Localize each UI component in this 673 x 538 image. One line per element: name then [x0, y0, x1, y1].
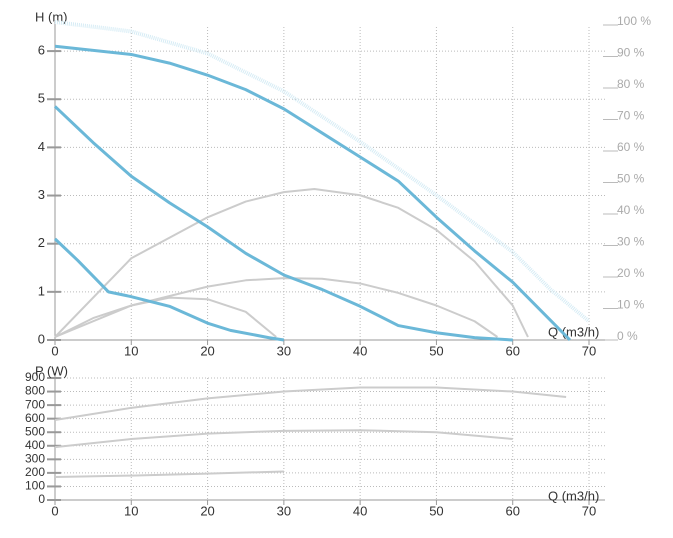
- x-tick-label: 0: [51, 343, 58, 358]
- y-tick-label: 2: [38, 235, 45, 250]
- y2-tick-label: 80 %: [617, 77, 645, 91]
- y-tick-label: 3: [38, 187, 45, 202]
- y2-tick-label: 60 %: [617, 140, 645, 154]
- y2-tick-label: 40 %: [617, 203, 645, 217]
- curve: [54, 429, 513, 449]
- x-tick-label: 10: [124, 503, 138, 518]
- y-tick-label: 400: [25, 438, 45, 452]
- y2-tick-label: 50 %: [617, 172, 645, 186]
- curve: [54, 187, 529, 338]
- curve: [54, 470, 284, 478]
- y-tick-label: 0: [38, 492, 45, 506]
- x-tick-label: 10: [124, 343, 138, 358]
- y-tick-label: 6: [38, 43, 45, 58]
- curve: [54, 296, 277, 338]
- curve: [54, 20, 591, 323]
- y-tick-label: 700: [25, 397, 45, 411]
- x-tick-label: 70: [582, 343, 596, 358]
- curve: [54, 44, 571, 342]
- curve: [54, 277, 499, 338]
- y-tick-label: 4: [38, 139, 45, 154]
- y-tick-label: 600: [25, 411, 45, 425]
- x-tick-label: 0: [51, 503, 58, 518]
- x-tick-label: 20: [200, 343, 214, 358]
- x-tick-label: 20: [200, 503, 214, 518]
- x-axis-label: Q (m3/h): [548, 324, 599, 339]
- x-tick-label: 60: [505, 503, 519, 518]
- curve: [53, 237, 285, 342]
- y-tick-label: 800: [25, 384, 45, 398]
- x-tick-label: 50: [429, 343, 443, 358]
- x-tick-label: 30: [277, 343, 291, 358]
- curve: [53, 105, 513, 342]
- x-tick-label: 70: [582, 503, 596, 518]
- y-tick-label: 0: [38, 331, 45, 346]
- y-tick-label: 500: [25, 424, 45, 438]
- y-tick-label: 900: [25, 370, 45, 384]
- y-tick-label: 300: [25, 452, 45, 466]
- y-axis-label: H (m): [35, 9, 68, 24]
- y-tick-label: 100: [25, 479, 45, 493]
- x-tick-label: 40: [353, 343, 367, 358]
- y2-tick-label: 0 %: [617, 329, 638, 343]
- y2-tick-label: 10 %: [617, 298, 645, 312]
- x-tick-label: 30: [277, 503, 291, 518]
- y2-tick-label: 70 %: [617, 109, 645, 123]
- y2-tick-label: 20 %: [617, 266, 645, 280]
- y-tick-label: 5: [38, 91, 45, 106]
- curve: [54, 386, 567, 422]
- x-tick-label: 40: [353, 503, 367, 518]
- y-tick-label: 1: [38, 283, 45, 298]
- x-tick-label: 60: [505, 343, 519, 358]
- y-axis-label: P (W): [35, 363, 68, 378]
- y2-tick-label: 100 %: [617, 14, 651, 28]
- y-tick-label: 200: [25, 465, 45, 479]
- x-tick-label: 50: [429, 503, 443, 518]
- x-axis-label: Q (m3/h): [548, 488, 599, 503]
- y2-tick-label: 30 %: [617, 235, 645, 249]
- y2-tick-label: 90 %: [617, 46, 645, 60]
